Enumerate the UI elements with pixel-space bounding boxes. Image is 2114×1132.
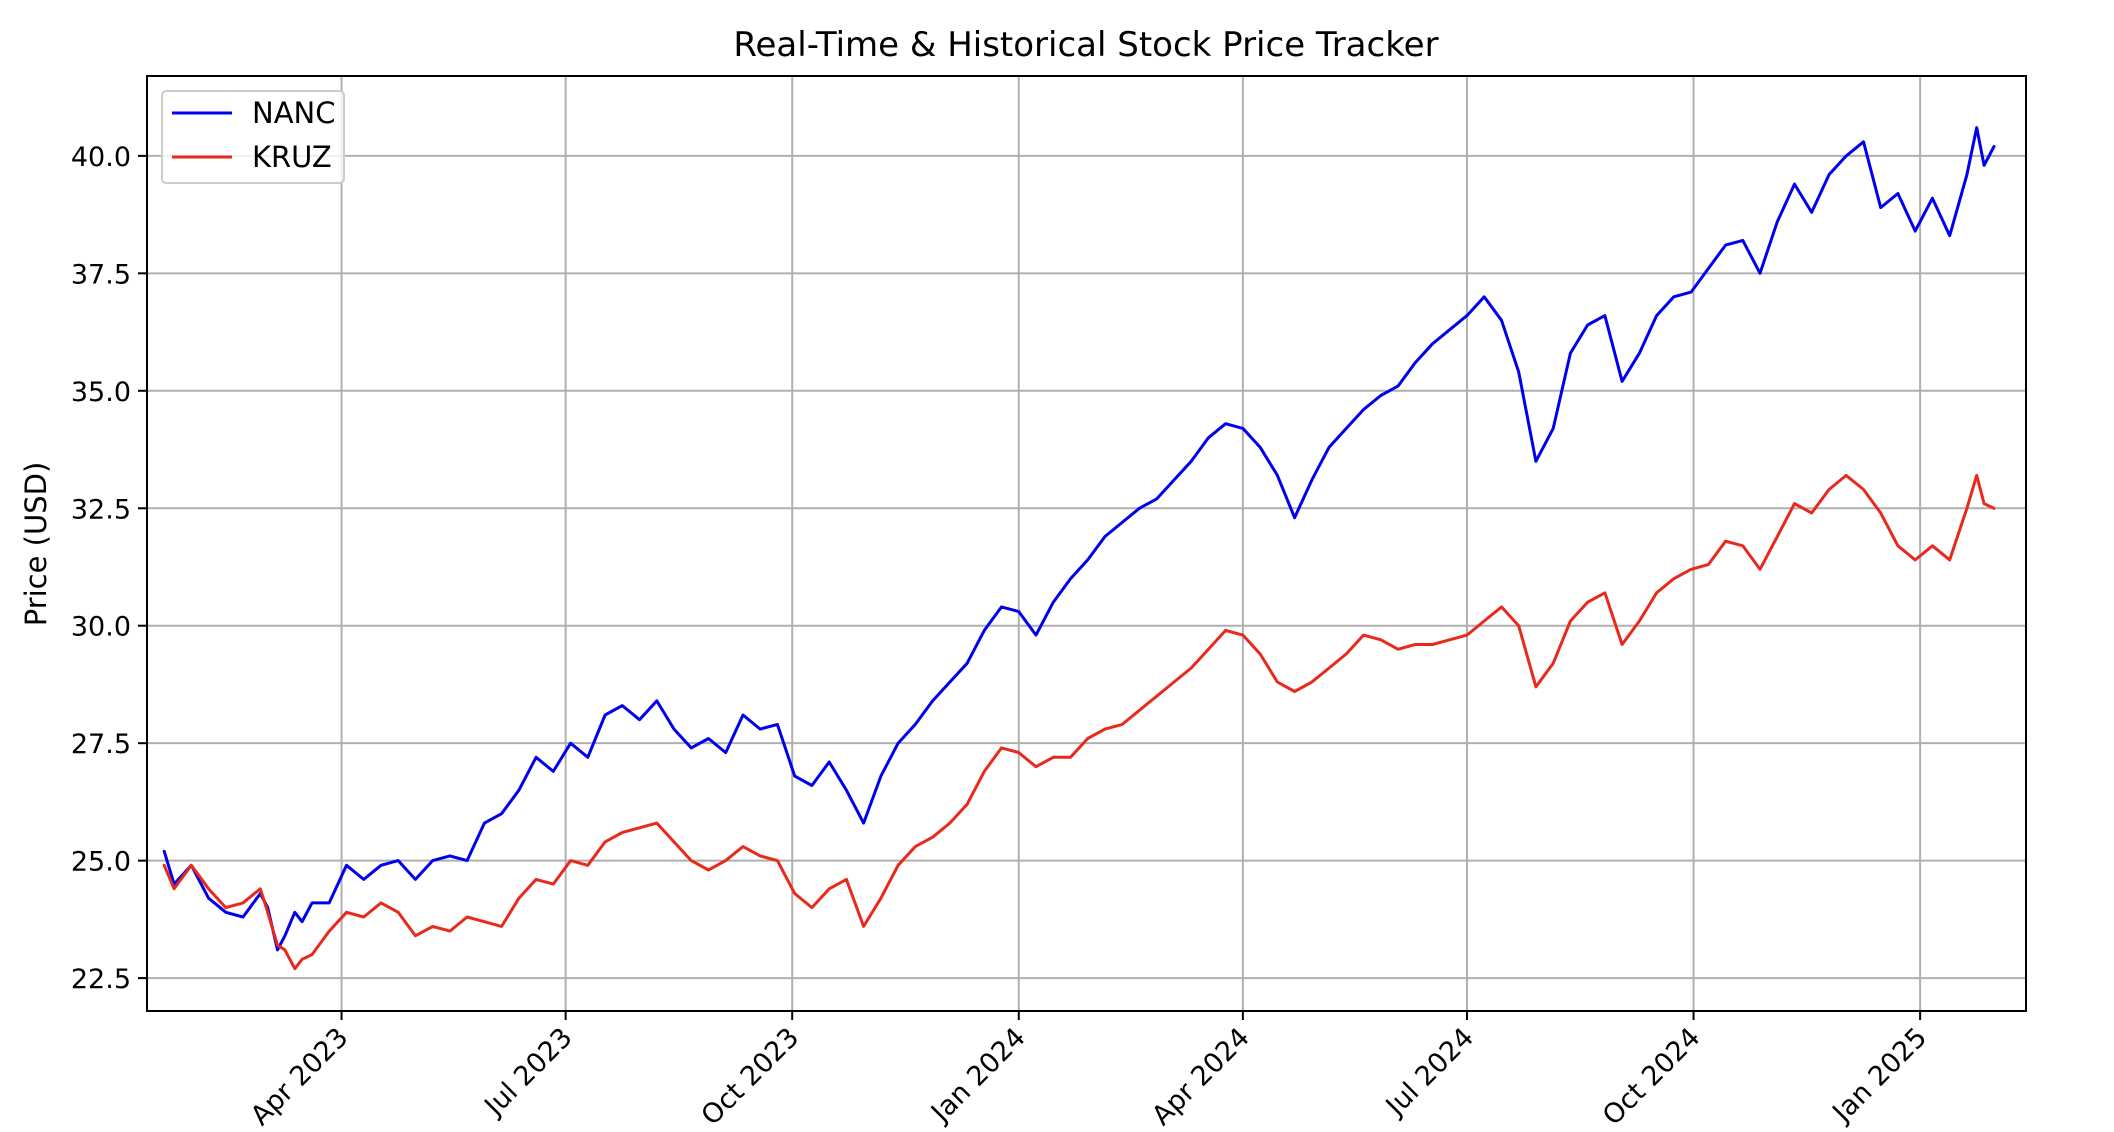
gridlines bbox=[147, 76, 2026, 1011]
y-tick-label: 37.5 bbox=[71, 259, 131, 290]
plot-area-frame bbox=[146, 75, 2027, 1012]
series-line-kruz bbox=[162, 473, 1996, 971]
legend-label-nanc: NANC bbox=[252, 96, 335, 130]
legend[interactable]: NANC KRUZ bbox=[161, 90, 345, 184]
y-tick-label: 35.0 bbox=[71, 377, 131, 408]
y-tick-label: 25.0 bbox=[71, 847, 131, 878]
y-tick-label: 40.0 bbox=[71, 142, 131, 173]
legend-label-kruz: KRUZ bbox=[252, 140, 332, 174]
y-tick-label: 32.5 bbox=[71, 494, 131, 525]
y-axis-label: Price (USD) bbox=[19, 462, 53, 627]
y-tick-label: 27.5 bbox=[71, 729, 131, 760]
y-tick-label: 30.0 bbox=[71, 612, 131, 643]
series-line-nanc bbox=[162, 126, 1996, 952]
chart-title: Real-Time & Historical Stock Price Track… bbox=[733, 25, 1438, 65]
series-lines bbox=[162, 126, 1996, 971]
y-tick-label: 22.5 bbox=[71, 964, 131, 995]
